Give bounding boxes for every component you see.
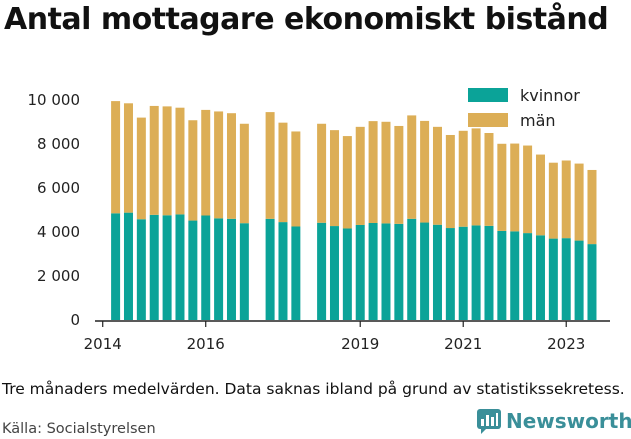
- x-tick-label: 2014: [84, 335, 122, 353]
- bar-kvinnor: [162, 215, 172, 320]
- bar-man: [111, 101, 121, 214]
- bar-kvinnor: [201, 215, 211, 320]
- bar-man: [394, 125, 404, 224]
- bar-man: [123, 103, 133, 213]
- newsworthy-logo-icon: [477, 409, 501, 434]
- legend-swatch: [468, 88, 508, 102]
- bar-kvinnor: [123, 212, 133, 320]
- bar-man: [201, 109, 211, 216]
- legend-swatch: [468, 113, 508, 127]
- bar-kvinnor: [329, 226, 339, 320]
- bar-man: [471, 128, 481, 226]
- bar-kvinnor: [278, 222, 288, 320]
- bar-man: [355, 126, 365, 225]
- bar-man: [484, 133, 494, 226]
- bar-man: [381, 121, 391, 224]
- bar-kvinnor: [136, 219, 146, 320]
- bar-man: [278, 122, 288, 223]
- bar-man: [226, 113, 236, 219]
- bar-kvinnor: [239, 223, 249, 320]
- bar-kvinnor: [381, 223, 391, 320]
- bar-man: [188, 120, 198, 221]
- bar-kvinnor: [561, 238, 571, 320]
- bar-kvinnor: [432, 224, 442, 320]
- bar-man: [523, 145, 533, 234]
- x-tick-label: 2016: [187, 335, 225, 353]
- bar-kvinnor: [407, 218, 417, 320]
- bar-man: [535, 154, 545, 236]
- bar-kvinnor: [587, 244, 597, 320]
- bar-man: [497, 143, 507, 231]
- bar-kvinnor: [368, 222, 378, 320]
- footnote: Tre månaders medelvärden. Data saknas ib…: [2, 380, 625, 398]
- bar-kvinnor: [291, 226, 301, 320]
- bar-man: [510, 143, 520, 232]
- bar-man: [574, 163, 584, 241]
- bar-man: [432, 126, 442, 225]
- bar-man: [317, 123, 327, 223]
- legend-label: kvinnor: [520, 86, 580, 105]
- bar-kvinnor: [484, 225, 494, 320]
- bar-kvinnor: [548, 238, 558, 320]
- bar-man: [162, 106, 172, 216]
- x-tick-label: 2023: [547, 335, 585, 353]
- bar-man: [445, 134, 455, 229]
- brand-name: Newsworthy: [506, 409, 631, 433]
- bar-man: [458, 130, 468, 227]
- source-label: Källa: Socialstyrelsen: [2, 421, 156, 437]
- bar-kvinnor: [510, 231, 520, 320]
- bar-kvinnor: [175, 214, 185, 320]
- y-tick-label: 6 000: [37, 179, 80, 197]
- bar-man: [420, 120, 430, 223]
- bar-kvinnor: [420, 222, 430, 320]
- bar-kvinnor: [149, 214, 159, 320]
- bar-kvinnor: [226, 218, 236, 320]
- bar-man: [136, 117, 146, 220]
- bar-kvinnor: [188, 220, 198, 320]
- y-tick-label: 8 000: [37, 135, 80, 153]
- y-tick-label: 10 000: [28, 91, 81, 109]
- bar-kvinnor: [574, 240, 584, 320]
- bar-kvinnor: [355, 224, 365, 320]
- y-tick-label: 4 000: [37, 223, 80, 241]
- bar-kvinnor: [458, 226, 468, 320]
- bar-man: [342, 136, 352, 229]
- bar-man: [587, 169, 597, 245]
- brand-logo: Newsworthy: [476, 408, 631, 434]
- bar-man: [149, 105, 159, 215]
- bars: [111, 101, 597, 320]
- bar-kvinnor: [342, 228, 352, 320]
- bar-kvinnor: [394, 223, 404, 320]
- bar-man: [175, 107, 185, 215]
- bar-man: [214, 111, 224, 219]
- legend: kvinnor män: [468, 86, 580, 130]
- bar-man: [265, 112, 275, 219]
- legend-label: män: [520, 111, 556, 130]
- x-tick-label: 2021: [444, 335, 482, 353]
- x-axis: 2014 2016 2019 2021 2023: [84, 321, 585, 353]
- bar-man: [291, 131, 301, 227]
- bar-kvinnor: [535, 235, 545, 320]
- bar-man: [548, 162, 558, 239]
- bar-man: [407, 115, 417, 219]
- bar-kvinnor: [214, 218, 224, 320]
- bar-kvinnor: [111, 213, 121, 320]
- bar-man: [329, 130, 339, 227]
- chart-title: Antal mottagare ekonomiskt bistånd: [4, 2, 609, 37]
- bar-man: [239, 123, 249, 224]
- y-tick-label: 2 000: [37, 267, 80, 285]
- bar-kvinnor: [523, 233, 533, 320]
- bar-kvinnor: [265, 218, 275, 320]
- bar-kvinnor: [471, 225, 481, 320]
- bar-man: [368, 121, 378, 223]
- stacked-bar-chart: 0 2 000 4 000 6 000 8 000 10 000 2014 2016 2019…: [28, 86, 610, 353]
- bar-kvinnor: [445, 228, 455, 320]
- x-tick-label: 2019: [341, 335, 379, 353]
- y-axis: 0 2 000 4 000 6 000 8 000 10 000: [28, 91, 81, 329]
- y-tick-label: 0: [70, 311, 80, 329]
- bar-man: [561, 160, 571, 239]
- bar-kvinnor: [317, 222, 327, 320]
- bar-kvinnor: [497, 230, 507, 320]
